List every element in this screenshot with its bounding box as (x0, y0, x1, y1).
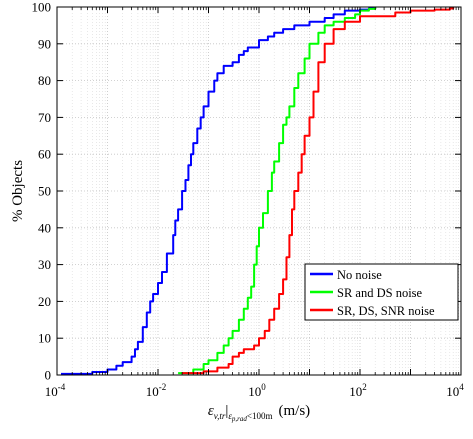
y-tick-label: 50 (38, 184, 51, 199)
series-layer (61, 7, 455, 375)
x-axis-label-cond-rest: <100m (247, 411, 273, 421)
x-tick-label-exp: -2 (159, 382, 167, 392)
y-tick-label: 30 (38, 257, 51, 272)
x-tick-label-base: 10 (45, 384, 58, 399)
x-tick-label: 10-2 (146, 382, 167, 399)
series-line-no-noise (61, 7, 377, 375)
x-axis-label: εv,tr|εp,rad<100m (m/s) (208, 403, 310, 423)
x-tick-label-base: 10 (248, 384, 261, 399)
y-tick-labels: 0 10 20 30 40 50 60 70 80 90 100 (32, 0, 52, 383)
x-axis-label-cond-sub-sub: p,rad (231, 415, 247, 423)
grid-major (56, 6, 462, 376)
series-line-sr-ds-noise (178, 7, 377, 375)
y-tick-label: 90 (38, 36, 51, 51)
legend-label-no-noise: No noise (337, 268, 382, 282)
x-tick-label-exp: 0 (261, 382, 266, 392)
x-axis-label-cond-sub: ε (228, 411, 232, 421)
y-tick-label: 20 (38, 294, 51, 309)
x-tick-label: 10-4 (45, 382, 66, 399)
y-tick-label: 40 (38, 220, 51, 235)
x-tick-label: 104 (446, 382, 464, 399)
y-tick-label: 0 (45, 368, 52, 383)
legend: No noise SR and DS noise SR, DS, SNR noi… (304, 263, 459, 321)
x-tick-label-exp: 2 (362, 382, 367, 392)
series-line-sr-ds-snr-noise (182, 7, 455, 375)
y-tick-label: 100 (32, 0, 52, 15)
y-tick-label: 60 (38, 147, 51, 162)
ticks-layer (56, 6, 462, 376)
legend-label-sr-ds-snr-noise: SR, DS, SNR noise (337, 304, 435, 318)
y-tick-label: 70 (38, 110, 51, 125)
legend-label-sr-ds-noise: SR and DS noise (337, 286, 423, 300)
x-tick-labels: 10-4 10-2 100 102 104 (45, 382, 465, 399)
y-axis-label: % Objects (10, 160, 26, 222)
x-tick-label-base: 10 (446, 384, 459, 399)
x-axis-label-unit: (m/s) (278, 403, 310, 419)
x-tick-label-exp: -4 (58, 382, 66, 392)
x-axis-label-cond: | (225, 403, 228, 419)
x-tick-label: 100 (248, 382, 266, 399)
x-axis-label-main-sub: v,tr (214, 411, 226, 421)
y-tick-label: 80 (38, 73, 51, 88)
x-tick-label: 102 (349, 382, 367, 399)
x-tick-label-base: 10 (349, 384, 362, 399)
x-axis-label-main: ε (208, 403, 214, 419)
y-tick-label: 10 (38, 331, 51, 346)
x-tick-label-base: 10 (146, 384, 159, 399)
x-tick-label-exp: 4 (459, 382, 464, 392)
